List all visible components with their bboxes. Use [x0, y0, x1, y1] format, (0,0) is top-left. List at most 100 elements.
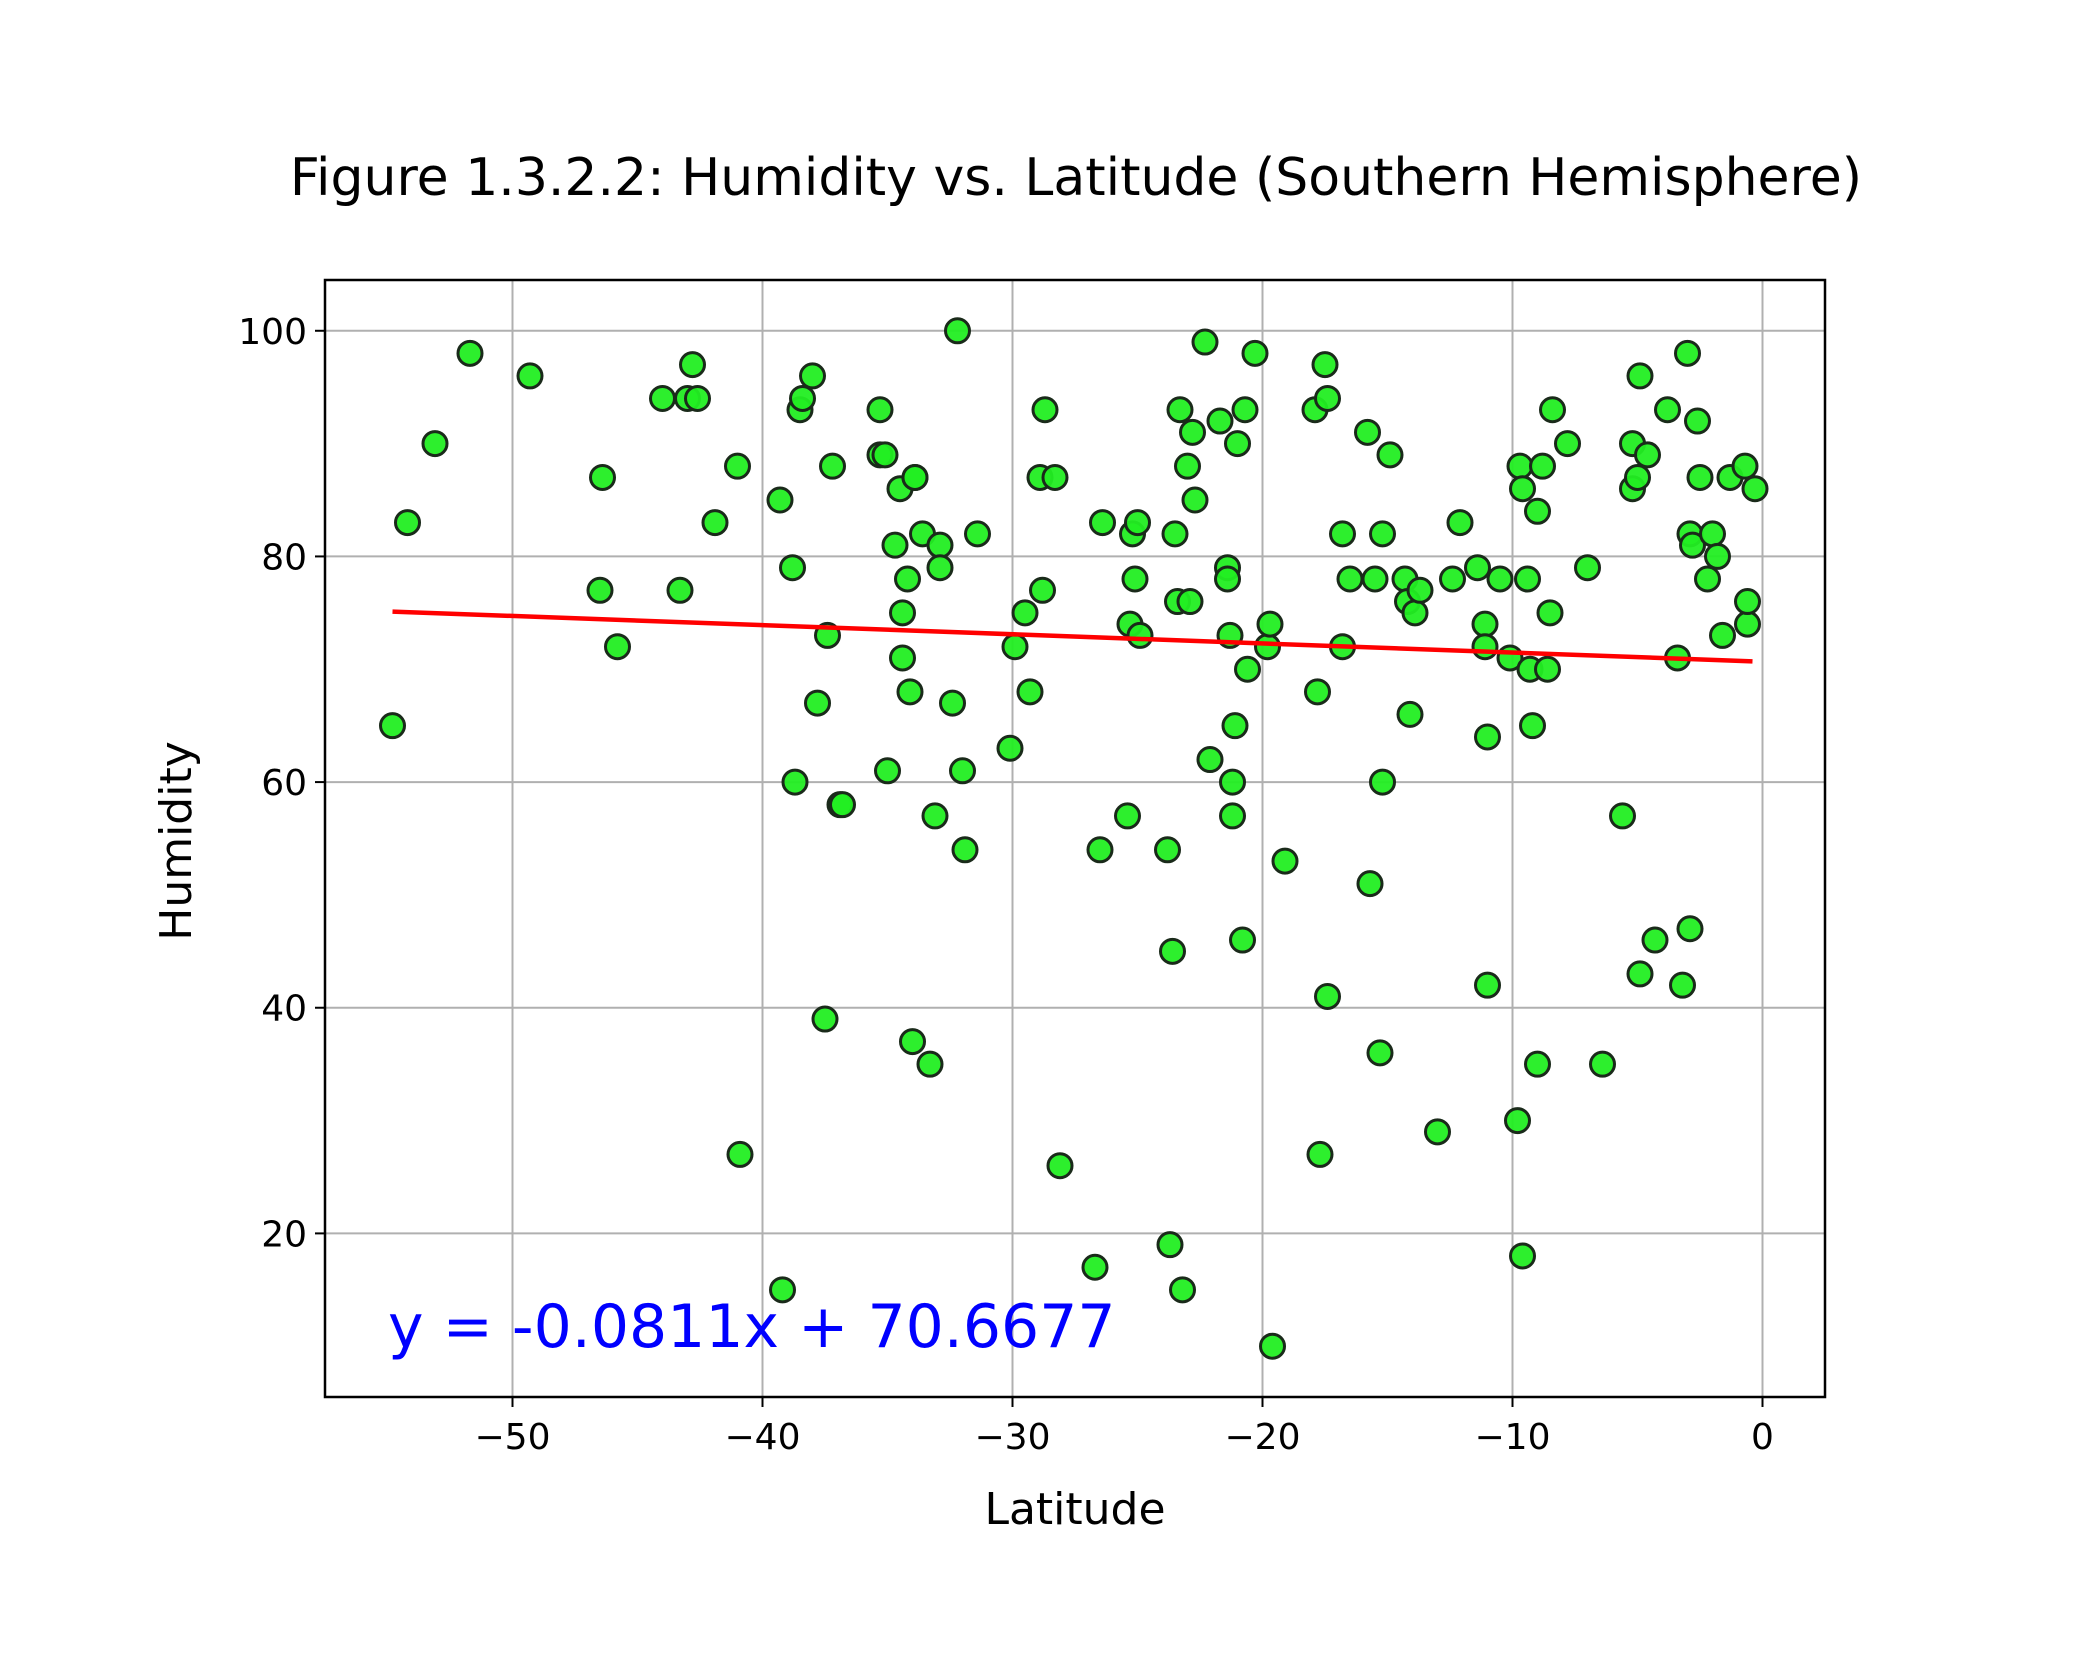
- y-tick-label: 80: [261, 537, 307, 578]
- data-point: [1474, 723, 1501, 751]
- data-point: [1424, 1118, 1451, 1146]
- data-point: [916, 1050, 944, 1078]
- data-point: [1634, 441, 1661, 469]
- data-point: [899, 1028, 926, 1056]
- data-point: [516, 362, 544, 390]
- grid-lines: [325, 280, 1825, 1397]
- data-point: [1174, 452, 1201, 480]
- data-point: [1641, 926, 1669, 954]
- data-point: [781, 768, 809, 796]
- data-point: [1159, 937, 1186, 965]
- data-point: [1609, 802, 1636, 830]
- data-point: [1529, 452, 1556, 480]
- data-point: [1624, 463, 1651, 491]
- y-tick-label: 60: [261, 763, 307, 804]
- x-tick-label: 0: [1751, 1417, 1774, 1458]
- data-point: [1674, 339, 1701, 367]
- data-point: [871, 441, 899, 469]
- data-point: [1176, 588, 1204, 616]
- chart-title: Figure 1.3.2.2: Humidity vs. Latitude (S…: [290, 148, 1862, 208]
- data-point: [881, 531, 909, 559]
- regression-line-group: [392, 609, 1753, 664]
- data-point: [1219, 802, 1246, 830]
- data-point: [1011, 599, 1039, 627]
- data-point: [589, 463, 616, 491]
- data-point: [456, 339, 484, 367]
- data-point: [1016, 678, 1044, 706]
- data-point: [604, 633, 631, 661]
- regression-equation: y = -0.0811x + 70.6677: [388, 1292, 1116, 1362]
- data-point: [1329, 520, 1356, 548]
- data-point: [1626, 960, 1654, 988]
- data-point: [1029, 576, 1056, 604]
- data-point: [901, 463, 929, 491]
- regression-line: [392, 609, 1753, 664]
- data-point: [1709, 621, 1736, 649]
- data-point: [1514, 565, 1541, 593]
- data-point: [726, 1140, 754, 1168]
- data-point: [1734, 588, 1761, 616]
- data-point: [701, 509, 729, 537]
- data-point: [1089, 509, 1116, 537]
- data-point: [799, 362, 826, 390]
- data-point: [1439, 565, 1466, 593]
- data-point: [964, 520, 991, 548]
- data-point: [1304, 678, 1331, 706]
- data-point: [1654, 396, 1681, 424]
- data-point: [1704, 542, 1731, 570]
- x-axis-ticks: −50 −40 −30 −20 −10 0: [475, 1397, 1774, 1458]
- data-point: [1271, 847, 1299, 875]
- x-tick-label: −50: [475, 1417, 551, 1458]
- data-point: [1536, 599, 1564, 627]
- data-point: [1154, 836, 1181, 864]
- data-point: [1081, 1253, 1109, 1281]
- data-point: [1206, 407, 1234, 435]
- data-point: [1166, 396, 1194, 424]
- data-point: [819, 452, 846, 480]
- data-point: [1191, 328, 1219, 356]
- data-point: [1464, 554, 1491, 582]
- data-point: [889, 599, 916, 627]
- data-point: [894, 565, 921, 593]
- data-point: [1314, 384, 1341, 412]
- data-point: [1369, 520, 1396, 548]
- data-point: [1589, 1050, 1616, 1078]
- data-point: [1506, 452, 1534, 480]
- data-point: [1311, 351, 1339, 379]
- data-point: [1474, 971, 1501, 999]
- data-point: [1219, 768, 1246, 796]
- data-point: [1254, 633, 1281, 661]
- data-point: [1169, 1276, 1196, 1304]
- data-point: [1524, 497, 1551, 525]
- y-tick-label: 40: [261, 989, 307, 1030]
- data-point: [1314, 982, 1341, 1010]
- data-point: [866, 396, 894, 424]
- data-point: [1231, 396, 1259, 424]
- data-point: [1361, 565, 1389, 593]
- data-point: [1221, 712, 1249, 740]
- data-point: [766, 486, 794, 514]
- data-point: [1669, 971, 1696, 999]
- data-point: [1001, 633, 1029, 661]
- data-point: [1684, 407, 1711, 435]
- y-axis-label: Humidity: [151, 741, 202, 941]
- data-point: [1741, 475, 1769, 503]
- data-point: [1731, 452, 1759, 480]
- data-point: [394, 509, 421, 537]
- data-point: [926, 531, 954, 559]
- data-point: [1336, 565, 1364, 593]
- data-point: [1406, 576, 1434, 604]
- x-axis-label: Latitude: [984, 1484, 1165, 1535]
- data-point: [874, 757, 901, 785]
- data-point: [1471, 633, 1499, 661]
- x-tick-label: −30: [975, 1417, 1051, 1458]
- data-point: [769, 1276, 796, 1304]
- data-point: [1354, 418, 1381, 446]
- data-point: [1046, 1152, 1074, 1180]
- data-point: [1241, 339, 1269, 367]
- data-point: [1509, 475, 1536, 503]
- data-point: [789, 384, 816, 412]
